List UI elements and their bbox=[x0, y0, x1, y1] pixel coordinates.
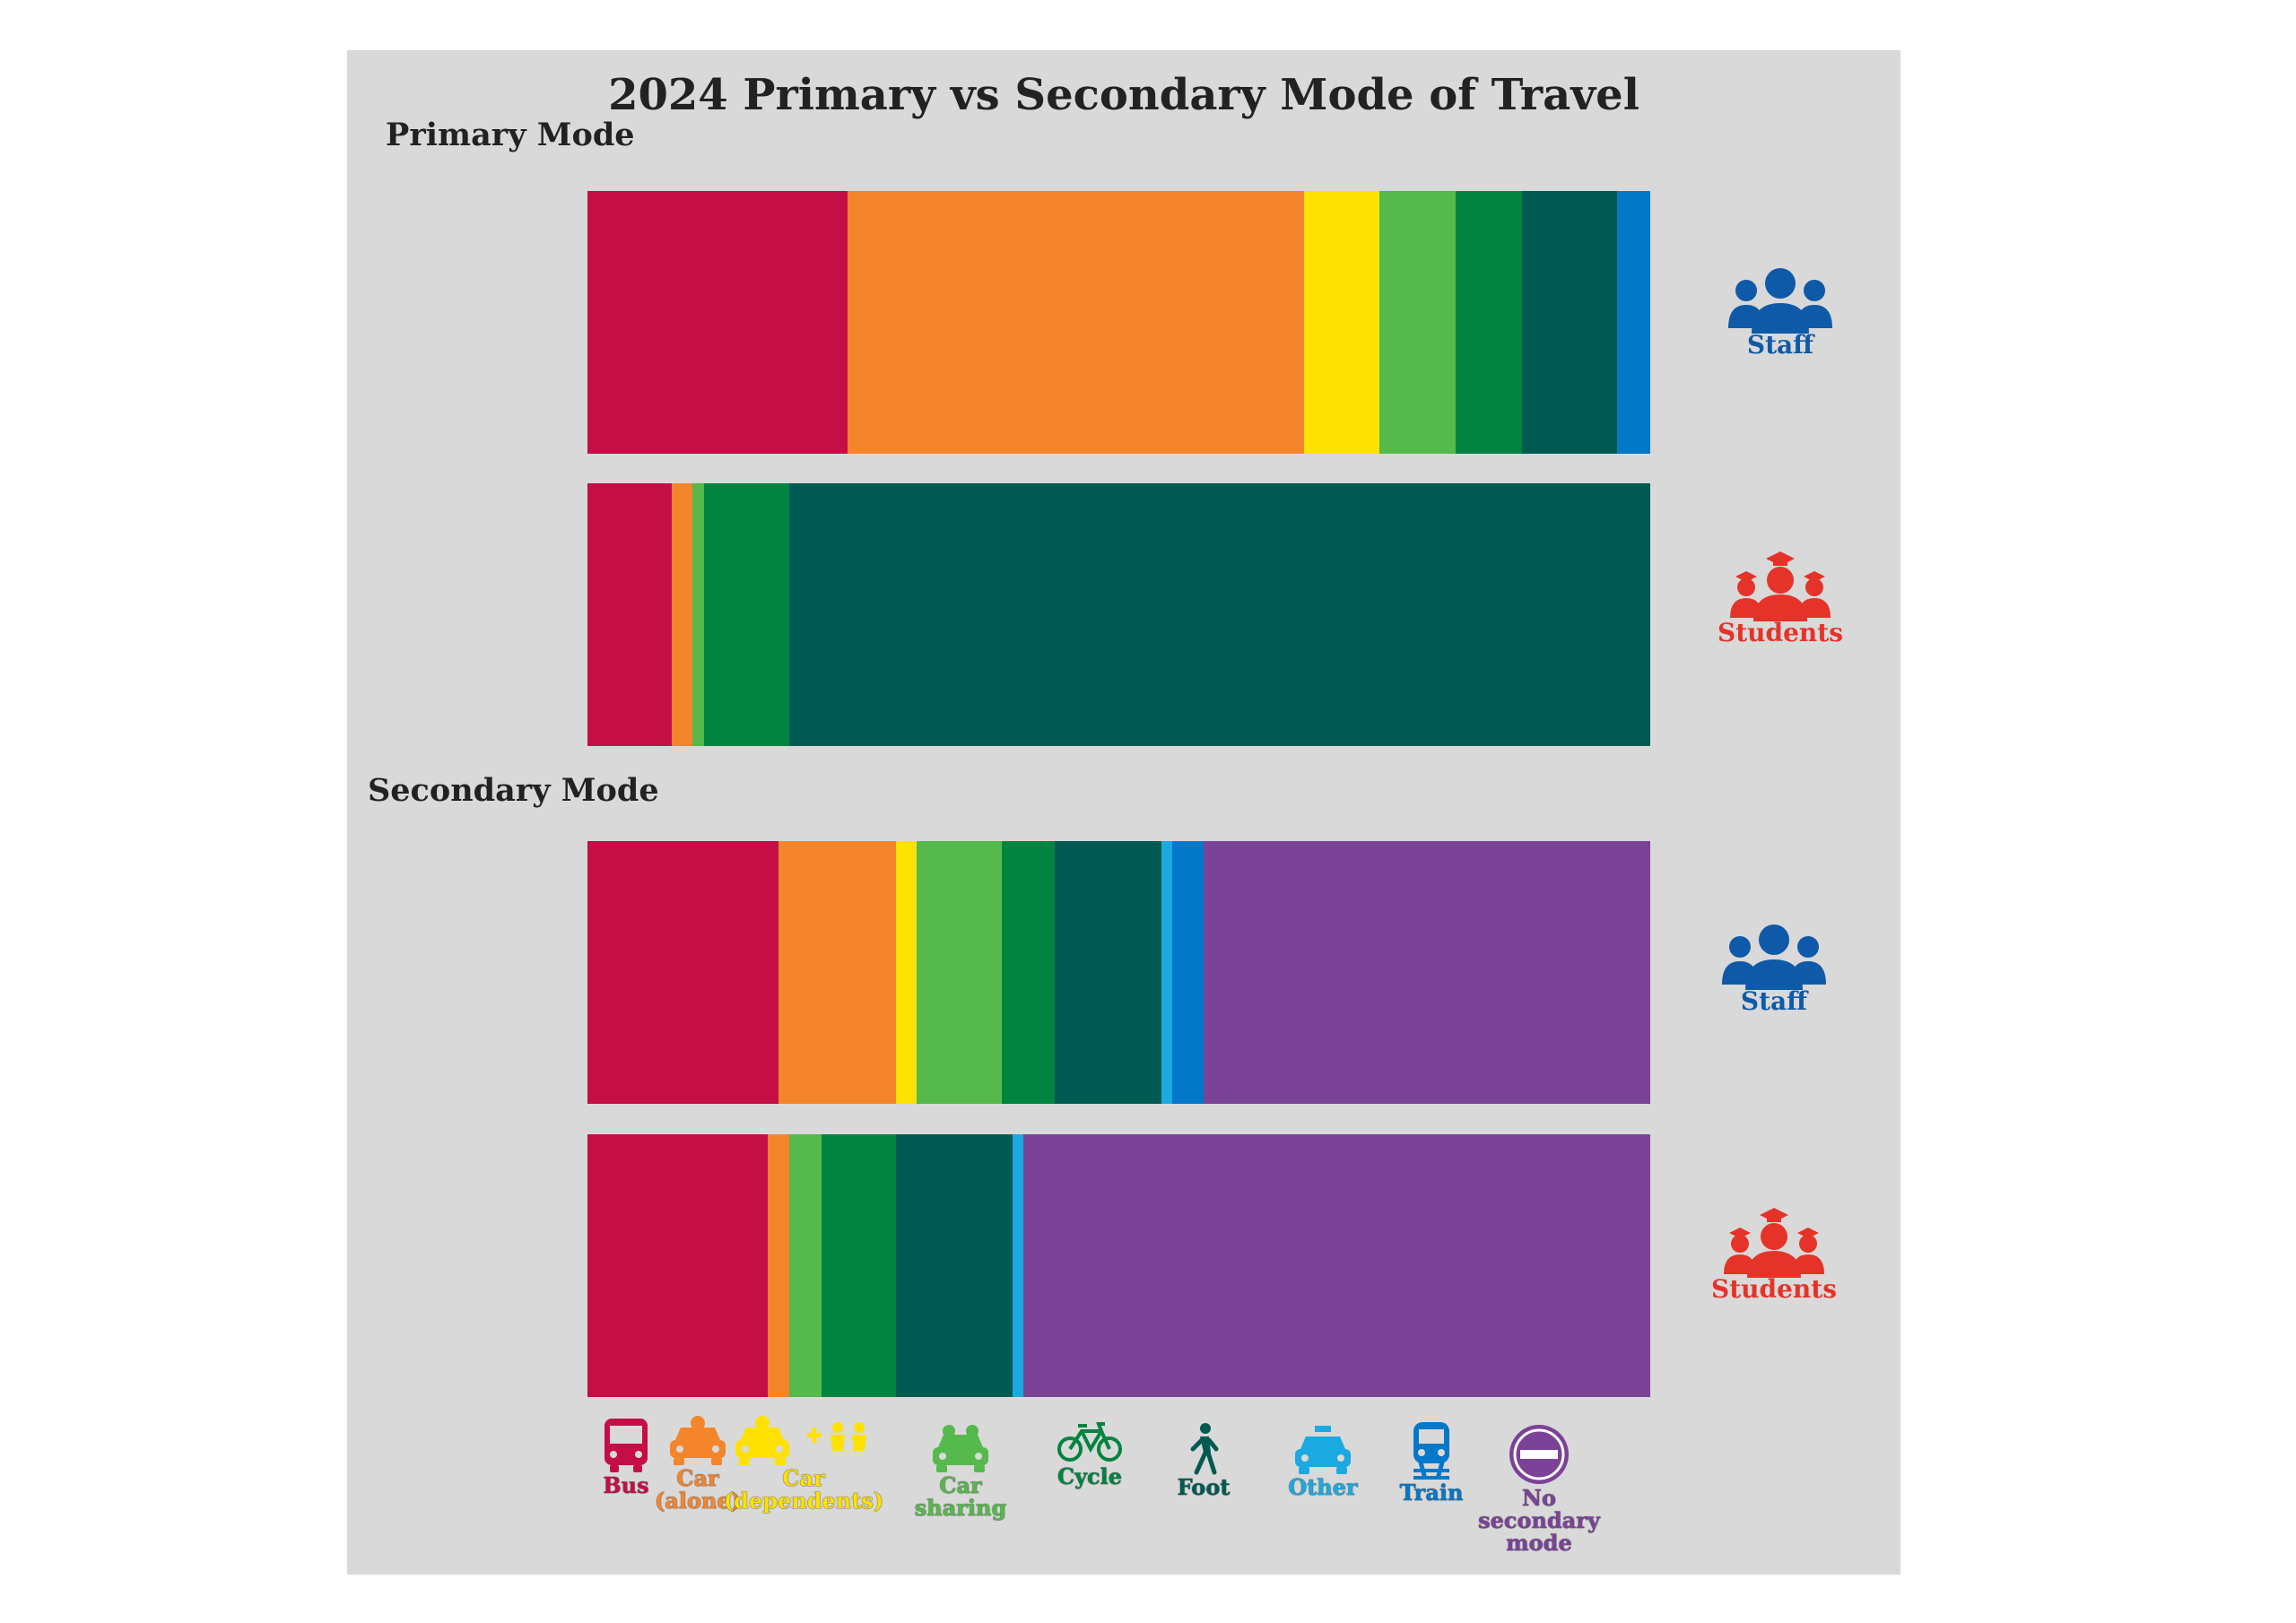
bar-segment-car-sharing bbox=[917, 841, 1002, 1104]
bar-segment-foot bbox=[789, 483, 1650, 746]
bar-segment-bus bbox=[587, 1134, 768, 1397]
staff-icon bbox=[1728, 268, 1832, 334]
bar-segment-no-secondary-mode bbox=[1023, 1134, 1650, 1397]
bicycle-icon bbox=[1057, 1422, 1122, 1462]
bar-segment-car-dependents bbox=[1304, 191, 1379, 454]
bar-secondary-students bbox=[587, 1134, 1650, 1397]
legend-item-bus: Bus bbox=[545, 1415, 707, 1497]
bar-segment-cycle bbox=[1002, 841, 1055, 1104]
legend-item-car-dependents: Car (dependents) bbox=[723, 1415, 884, 1512]
bar-segment-car-alone bbox=[848, 191, 1304, 454]
taxi-icon bbox=[1295, 1426, 1351, 1474]
bar-segment-car-alone bbox=[768, 1134, 789, 1397]
bar-segment-foot bbox=[896, 1134, 1013, 1397]
bar-segment-cycle bbox=[822, 1134, 896, 1397]
legend-item-cycle: Cycle bbox=[1009, 1420, 1170, 1488]
bar-segment-foot bbox=[1522, 191, 1617, 454]
bar-segment-bus bbox=[587, 483, 672, 746]
legend-label-car-alone: Car (alone) bbox=[654, 1465, 742, 1515]
legend-item-foot: Foot bbox=[1123, 1422, 1284, 1498]
section-label-primary: Primary Mode bbox=[386, 117, 635, 153]
group-label-students: Students bbox=[1711, 1274, 1837, 1304]
bar-primary-staff bbox=[587, 191, 1650, 454]
staff-icon bbox=[1722, 924, 1826, 990]
section-label-secondary: Secondary Mode bbox=[368, 772, 659, 809]
chart-title: 2024 Primary vs Secondary Mode of Travel bbox=[608, 70, 1639, 120]
legend-label-other: Other bbox=[1288, 1474, 1358, 1500]
car-sharing-icon bbox=[933, 1425, 988, 1472]
students-icon bbox=[1730, 551, 1831, 621]
legend-label-car-dependents: Car (dependents) bbox=[723, 1465, 884, 1515]
group-label-students: Students bbox=[1718, 618, 1843, 647]
legend-item-car-sharing: Car sharing bbox=[880, 1422, 1041, 1519]
bar-segment-car-sharing bbox=[789, 1134, 822, 1397]
legend-item-no-secondary-mode: No secondary mode bbox=[1458, 1422, 1620, 1555]
bar-primary-students bbox=[587, 483, 1650, 746]
legend-item-other: Other bbox=[1242, 1424, 1404, 1498]
bus-icon bbox=[604, 1419, 648, 1472]
bar-segment-cycle bbox=[1456, 191, 1522, 454]
legend-label-car-sharing: Car sharing bbox=[914, 1472, 1007, 1522]
bar-segment-bus bbox=[587, 191, 848, 454]
bar-segment-car-alone bbox=[672, 483, 692, 746]
bar-segment-train bbox=[1172, 841, 1204, 1104]
car-icon bbox=[670, 1416, 726, 1465]
students-group-primary: Students bbox=[1718, 548, 1843, 647]
car-dependents-icon bbox=[735, 1416, 866, 1465]
bar-segment-car-sharing bbox=[1379, 191, 1456, 454]
bar-segment-other bbox=[1161, 841, 1172, 1104]
staff-group-secondary: Staff bbox=[1711, 922, 1837, 1016]
group-label-staff: Staff bbox=[1746, 330, 1814, 360]
bar-segment-car-alone bbox=[778, 841, 896, 1104]
legend-label-bus: Bus bbox=[603, 1472, 649, 1498]
bar-segment-cycle bbox=[704, 483, 789, 746]
legend-label-foot: Foot bbox=[1177, 1474, 1231, 1500]
legend-label-no-secondary-mode: No secondary mode bbox=[1478, 1485, 1600, 1557]
bar-secondary-staff bbox=[587, 841, 1650, 1104]
staff-group-primary: Staff bbox=[1718, 265, 1843, 360]
chart-panel: 2024 Primary vs Secondary Mode of Travel… bbox=[347, 50, 1900, 1575]
bar-segment-train bbox=[1617, 191, 1650, 454]
train-icon bbox=[1413, 1422, 1449, 1480]
bar-segment-car-sharing bbox=[692, 483, 704, 746]
legend-label-cycle: Cycle bbox=[1057, 1463, 1123, 1489]
bar-segment-other bbox=[1013, 1134, 1023, 1397]
students-icon bbox=[1724, 1208, 1824, 1278]
legend-label-train: Train bbox=[1399, 1480, 1464, 1506]
bar-segment-bus bbox=[587, 841, 778, 1104]
group-label-staff: Staff bbox=[1740, 986, 1808, 1016]
walking-icon bbox=[1190, 1423, 1219, 1475]
no-entry-icon bbox=[1509, 1425, 1569, 1484]
bar-segment-car-dependents bbox=[896, 841, 917, 1104]
students-group-secondary: Students bbox=[1711, 1204, 1837, 1304]
bar-segment-no-secondary-mode bbox=[1204, 841, 1650, 1104]
bar-segment-foot bbox=[1055, 841, 1161, 1104]
legend-item-train: Train bbox=[1351, 1420, 1512, 1504]
legend-item-car-alone: Car (alone) bbox=[617, 1415, 778, 1512]
